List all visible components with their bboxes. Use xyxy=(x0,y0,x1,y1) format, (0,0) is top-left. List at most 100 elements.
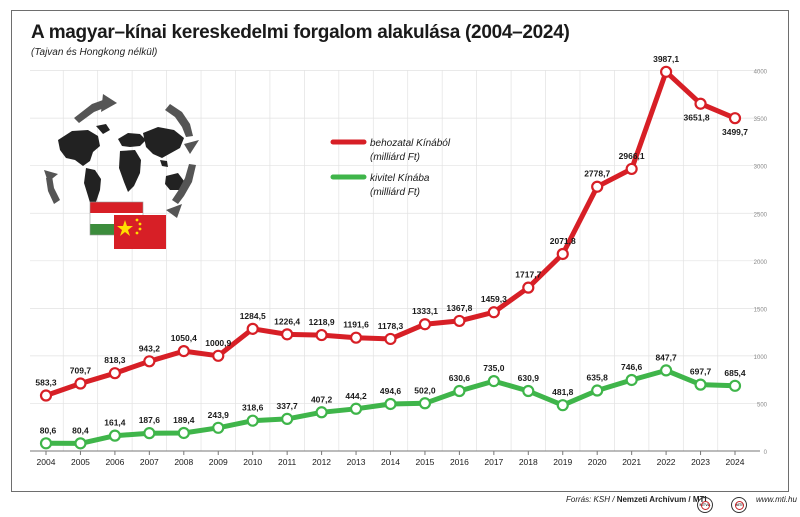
data-label: 80,6 xyxy=(40,425,57,435)
data-point xyxy=(418,397,432,410)
y-tick-label: 3000 xyxy=(754,165,768,171)
data-point xyxy=(728,379,742,392)
data-label: 1717,7 xyxy=(515,270,541,280)
x-tick-label: 2014 xyxy=(381,457,400,467)
y-tick-label: 1500 xyxy=(754,307,768,313)
data-point xyxy=(418,318,432,331)
data-label: 243,9 xyxy=(208,410,230,420)
data-label: 635,8 xyxy=(587,373,609,383)
x-tick-label: 2008 xyxy=(174,457,193,467)
data-label: 2778,7 xyxy=(584,169,610,179)
data-point xyxy=(487,375,500,388)
x-tick-label: 2010 xyxy=(243,457,262,467)
data-label: 1050,4 xyxy=(171,333,197,343)
x-tick-label: 2011 xyxy=(278,457,297,467)
data-point xyxy=(591,180,604,193)
data-point xyxy=(659,364,673,377)
data-label: 1226,4 xyxy=(274,316,300,326)
x-tick-label: 2023 xyxy=(691,457,710,467)
data-label: 630,6 xyxy=(449,373,471,383)
data-label: 502,0 xyxy=(414,385,436,395)
data-point xyxy=(212,421,225,434)
data-label: 943,2 xyxy=(139,343,161,353)
mti-logo: MTI xyxy=(731,497,747,513)
source-credit: Forrás: KSH / Nemzeti Archívum / MTI xyxy=(566,495,707,504)
data-point xyxy=(39,389,53,402)
y-tick-label: 3500 xyxy=(754,117,768,123)
data-label: 709,7 xyxy=(70,366,92,376)
data-point xyxy=(315,406,328,419)
data-label: 1000,9 xyxy=(205,338,231,348)
x-tick-label: 2024 xyxy=(726,457,745,467)
data-point xyxy=(74,437,87,450)
x-tick-label: 2016 xyxy=(450,457,469,467)
y-tick-label: 2000 xyxy=(754,260,768,266)
data-label: 2071,8 xyxy=(550,236,576,246)
chart-subtitle: (Tajvan és Hongkong nélkül) xyxy=(31,47,158,58)
data-point xyxy=(453,314,466,328)
x-tick-label: 2009 xyxy=(209,457,228,467)
data-point xyxy=(177,345,190,358)
data-label: 187,6 xyxy=(139,415,161,425)
chart-frame xyxy=(11,10,789,492)
x-tick-label: 2013 xyxy=(347,457,366,467)
legend: behozatal Kínából (milliárd Ft) kivitel … xyxy=(330,138,451,198)
x-tick-label: 2019 xyxy=(553,457,572,467)
data-point xyxy=(177,426,190,440)
data-label: 1459,3 xyxy=(481,294,507,304)
data-point xyxy=(143,355,156,368)
x-tick-label: 2022 xyxy=(657,457,676,467)
x-tick-label: 2017 xyxy=(484,457,503,467)
data-point xyxy=(246,322,259,335)
legend-import-unit: (milliárd Ft) xyxy=(370,152,420,163)
x-tick-label: 2004 xyxy=(37,457,56,467)
y-tick-label: 500 xyxy=(757,402,768,408)
legend-export-unit: (milliárd Ft) xyxy=(370,187,420,198)
y-axis-ticks: 0 500 1000 1500 2000 2500 3000 3500 4000 xyxy=(754,70,768,456)
data-point xyxy=(349,402,363,415)
x-tick-label: 2007 xyxy=(140,457,159,467)
data-point xyxy=(487,306,500,319)
x-tick-label: 2005 xyxy=(71,457,90,467)
data-point xyxy=(728,112,742,125)
y-tick-label: 4000 xyxy=(754,70,768,76)
data-label: 1218,9 xyxy=(309,317,335,327)
data-point xyxy=(349,331,363,344)
data-point xyxy=(315,328,328,342)
data-point xyxy=(556,247,569,261)
data-point xyxy=(625,162,638,176)
website-link[interactable]: www.mti.hu xyxy=(756,495,797,504)
data-label: 1367,8 xyxy=(446,303,472,313)
data-label: 735,0 xyxy=(483,363,505,373)
data-point xyxy=(212,349,225,362)
data-label: 161,4 xyxy=(104,418,126,428)
chart-title: A magyar–kínai kereskedelmi forgalom ala… xyxy=(31,22,570,43)
data-label: 318,6 xyxy=(242,403,264,413)
y-tick-label: 0 xyxy=(764,450,768,456)
x-tick-label: 2021 xyxy=(622,457,641,467)
x-tick-label: 2015 xyxy=(415,457,434,467)
data-label: 80,4 xyxy=(72,425,89,435)
data-point xyxy=(108,367,122,380)
data-labels: 583,3 709,7 818,3 943,2 1050,4 1000,9 1284,5 12… xyxy=(35,54,748,436)
world-map-illustration xyxy=(44,94,199,249)
data-point xyxy=(281,328,294,341)
mtva-logo: MTVA xyxy=(697,497,713,513)
data-point xyxy=(384,397,397,411)
x-tick-label: 2012 xyxy=(312,457,331,467)
rotation-arrows-icon xyxy=(44,94,199,218)
x-tick-label: 2006 xyxy=(105,457,124,467)
data-point xyxy=(74,377,87,390)
data-markers xyxy=(39,65,742,450)
data-point xyxy=(556,399,569,412)
x-tick-label: 2018 xyxy=(519,457,538,467)
data-label: 1191,6 xyxy=(343,320,369,330)
data-label: 1178,3 xyxy=(378,321,404,331)
data-point xyxy=(522,384,535,398)
data-point xyxy=(591,384,604,397)
chinese-flag-icon xyxy=(114,215,166,249)
data-label: 189,4 xyxy=(173,415,195,425)
data-label: 3987,1 xyxy=(653,54,679,64)
data-point xyxy=(108,429,122,442)
